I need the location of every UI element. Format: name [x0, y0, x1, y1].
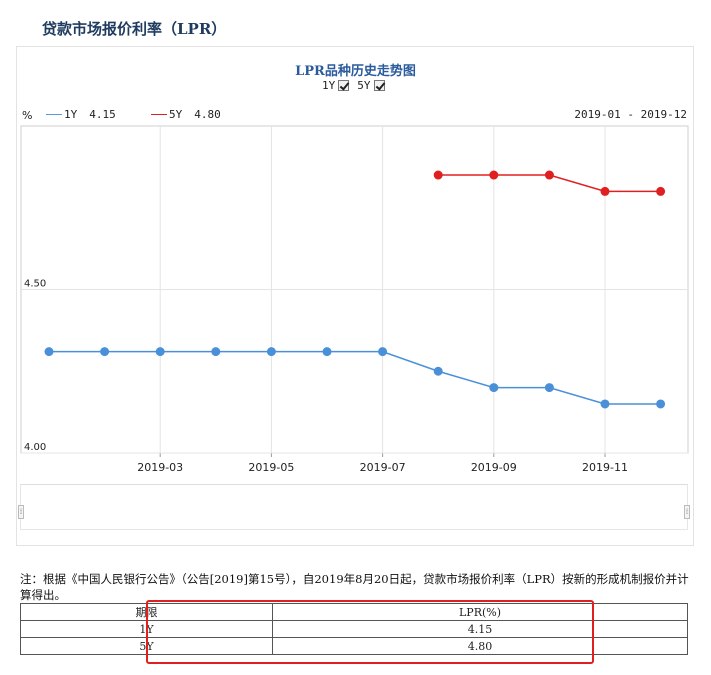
legend-item-1y[interactable]: 1Y 4.15	[46, 108, 116, 121]
data-point-5y	[656, 186, 666, 196]
x-tick-label: 2019-05	[248, 461, 294, 474]
data-point-1y	[322, 347, 332, 357]
table-header-row: 期限 LPR(%)	[19, 603, 688, 621]
navigator-left-handle[interactable]: ⁞	[18, 505, 24, 519]
data-point-1y	[211, 347, 221, 357]
checkbox-icon[interactable]	[338, 80, 350, 91]
data-point-1y	[433, 366, 443, 376]
y-tick-label: 4.00	[24, 442, 46, 453]
toggle-1y[interactable]: 1Y	[322, 79, 350, 92]
x-tick-label: 2019-09	[471, 461, 517, 474]
data-point-5y	[544, 170, 554, 180]
toggle-1y-label: 1Y	[322, 79, 336, 92]
header-term: 期限	[19, 603, 274, 621]
toggle-5y[interactable]: 5Y	[357, 79, 385, 92]
cell-term: 5Y	[19, 637, 274, 655]
y-tick-label: 4.50	[24, 279, 46, 290]
chart-panel	[16, 46, 694, 546]
header-lpr: LPR(%)	[272, 603, 688, 621]
range-navigator[interactable]	[20, 484, 688, 530]
series-line-1y	[49, 350, 661, 405]
legend-value-1y: 4.15	[89, 108, 116, 121]
data-point-1y	[378, 347, 388, 357]
cell-rate: 4.15	[272, 620, 688, 638]
toggle-5y-label: 5Y	[357, 79, 371, 92]
data-point-1y	[44, 347, 54, 357]
page-title: 贷款市场报价利率（LPR）	[42, 20, 227, 38]
data-point-1y	[266, 347, 276, 357]
data-point-1y	[656, 399, 666, 409]
checkbox-icon[interactable]	[373, 80, 385, 91]
cell-rate: 4.80	[272, 637, 688, 655]
legend-value-5y: 4.80	[194, 108, 221, 121]
cell-term: 1Y	[19, 620, 274, 638]
series-toggles: 1Y 5Y	[322, 79, 389, 92]
legend-swatch-5y	[151, 114, 167, 115]
x-tick-label: 2019-11	[582, 461, 628, 474]
lpr-line-chart: 2019-03 2019-05 2019-07 2019-09 2019-11 4.00 4…	[20, 125, 689, 474]
y-unit-label: %	[22, 109, 33, 122]
data-point-5y	[489, 170, 499, 180]
chart-title: LPR品种历史走势图	[295, 64, 416, 79]
legend-name-5y: 5Y	[169, 108, 183, 121]
footnote: 注：根据《中国人民银行公告》（公告[2019]第15号），自2019年8月20日…	[20, 572, 689, 602]
x-tick-label: 2019-07	[360, 461, 406, 474]
lpr-table: 期限 LPR(%) 1Y 4.15 5Y 4.80	[19, 603, 688, 655]
data-point-1y	[544, 383, 554, 393]
data-point-1y	[155, 347, 165, 357]
date-range: 2019-01 - 2019-12	[574, 108, 687, 121]
legend-swatch-1y	[46, 114, 62, 115]
navigator-right-handle[interactable]: ⁞	[684, 505, 690, 519]
data-point-1y	[100, 347, 110, 357]
legend-name-1y: 1Y	[64, 108, 78, 121]
legend-item-5y[interactable]: 5Y 4.80	[151, 108, 221, 121]
data-point-5y	[600, 186, 610, 196]
data-point-5y	[433, 170, 443, 180]
x-tick-label: 2019-03	[137, 461, 183, 474]
table-row: 1Y 4.15	[19, 620, 688, 638]
data-point-1y	[600, 399, 610, 409]
data-point-1y	[489, 383, 499, 393]
table-row: 5Y 4.80	[19, 637, 688, 655]
